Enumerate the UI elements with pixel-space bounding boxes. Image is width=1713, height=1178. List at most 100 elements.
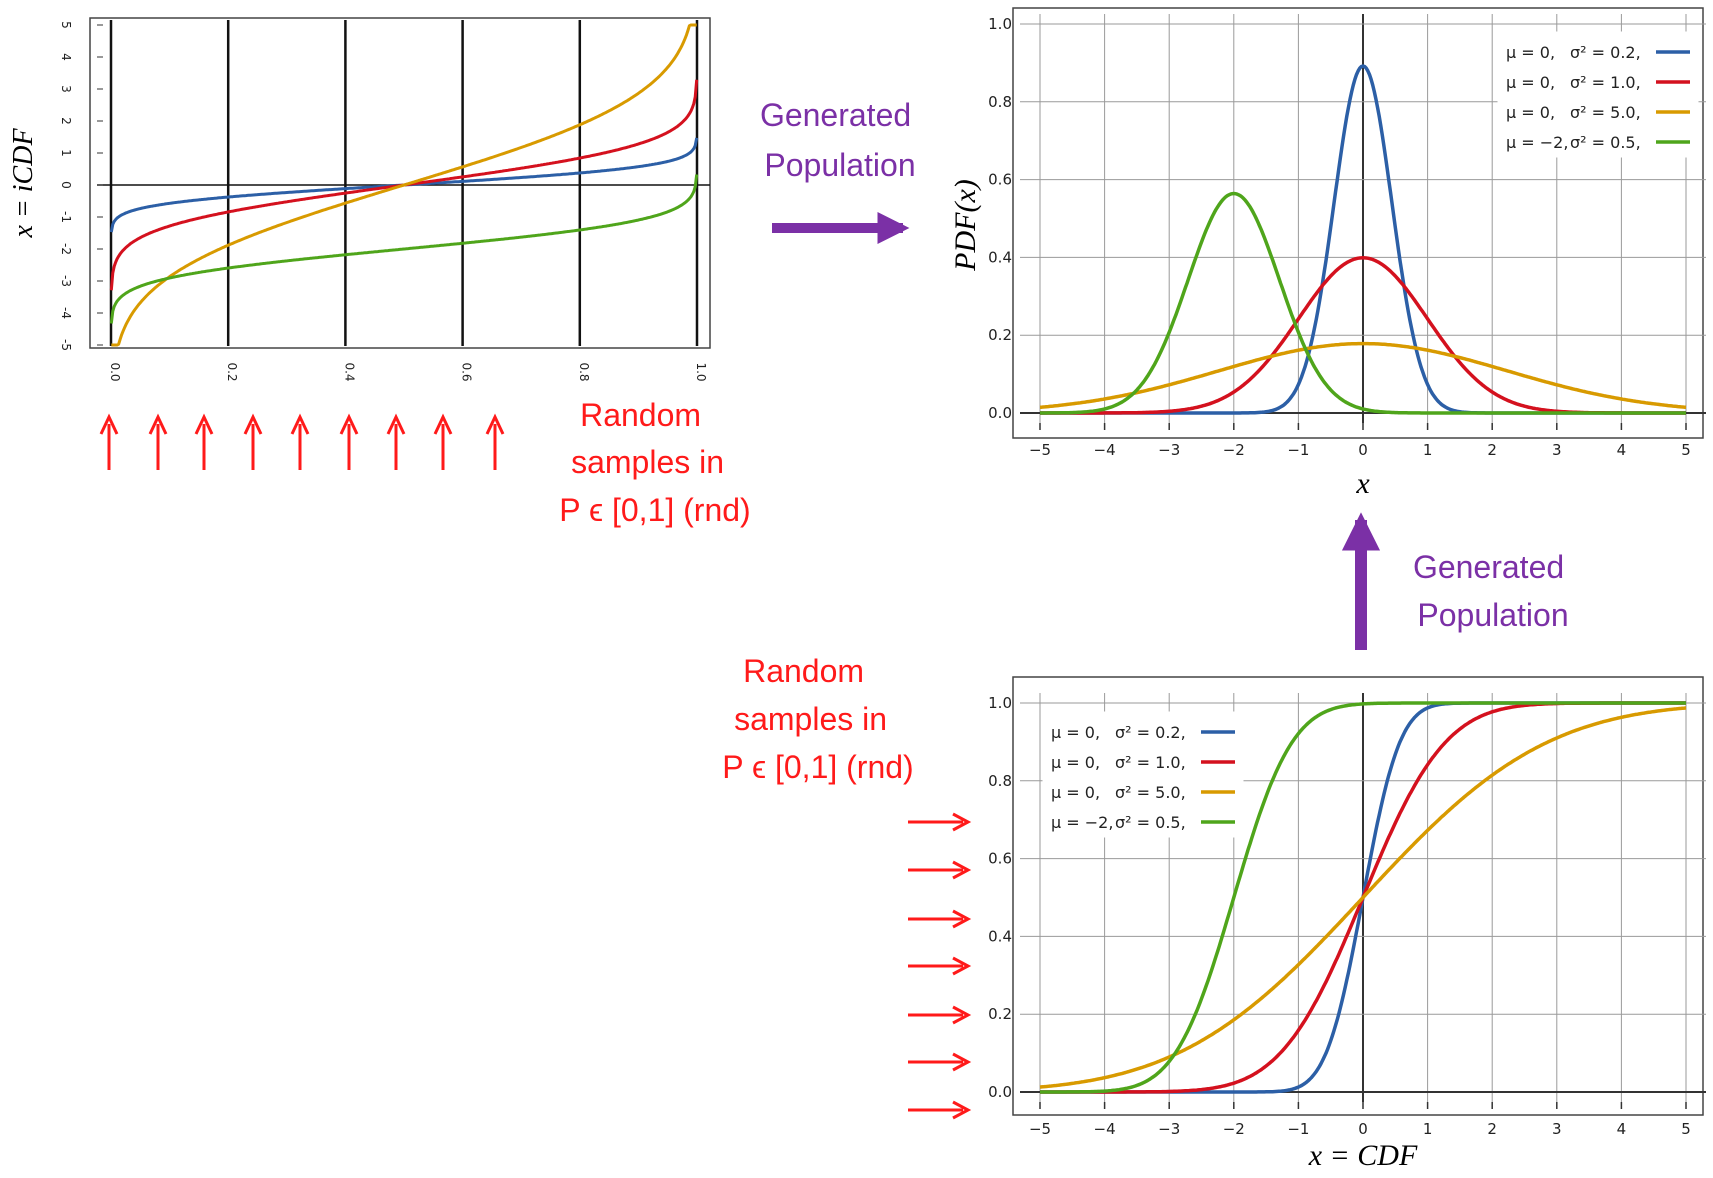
x-tick-label: −5 (1029, 1120, 1051, 1138)
legend-mu-label: μ = 0, (1506, 73, 1555, 92)
cdf-x-tick-labels: −5 −4 −3 −2 −1 0 1 2 3 4 5 (1029, 1120, 1691, 1138)
icdf-y-tick-labels: 5 4 3 2 1 0 -1 -2 -3 -4 -5 (59, 21, 73, 351)
icdf-y-tick-label: 3 (59, 85, 73, 93)
legend-sigma-label: σ² = 5.0, (1570, 103, 1641, 122)
pdf-x-tick-labels: −5 −4 −3 −2 −1 0 1 2 3 4 5 (1029, 441, 1691, 459)
x-tick-label: 0 (1358, 441, 1368, 459)
icdf-curve-orange (111, 23, 697, 347)
legend-mu-label: μ = −2, (1506, 133, 1568, 152)
y-tick-label: 0.4 (988, 927, 1012, 945)
x-tick-label: 1 (1423, 1120, 1433, 1138)
red-arrow-right-head (952, 812, 972, 832)
y-tick-label: 1.0 (988, 694, 1012, 712)
x-tick-label: 2 (1487, 441, 1497, 459)
cdf-panel: −5 −4 −3 −2 −1 0 1 2 3 4 5 0.0 0.2 0.4 0.6 0.8 1.0 x = … (988, 676, 1706, 1172)
pdf-panel: −5 −4 −3 −2 −1 0 1 2 3 4 5 0.0 0.2 0.4 0.6 0.8 1.0 PDF(… (949, 7, 1706, 500)
red-arrow-up-head (433, 413, 453, 435)
legend-sigma-label: σ² = 0.2, (1115, 723, 1186, 742)
red-arrow-up-head (243, 413, 263, 435)
icdf-x-tick-label: 0.0 (108, 362, 122, 381)
random-label: Random (580, 397, 701, 433)
x-tick-label: 4 (1617, 1120, 1627, 1138)
red-arrow-up-head (485, 413, 505, 435)
y-tick-label: 1.0 (988, 15, 1012, 33)
red-arrow-up-head (194, 413, 214, 435)
legend-mu-label: μ = −2, (1051, 813, 1113, 832)
samples-in-label: samples in (734, 701, 887, 737)
annotation-random-samples-bottom: Random samples in P ϵ [0,1] (rnd) (99, 397, 751, 528)
y-tick-label: 0.2 (988, 1005, 1012, 1023)
random-label: Random (743, 653, 864, 689)
curve-orange (1039, 341, 1687, 410)
x-tick-label: −4 (1094, 1120, 1116, 1138)
red-arrow-right-head (952, 1052, 972, 1072)
icdf-y-tick-label: -5 (59, 339, 73, 351)
y-tick-label: 0.2 (988, 326, 1012, 344)
red-arrow-up-head (290, 413, 310, 435)
x-tick-label: 0 (1358, 1120, 1368, 1138)
x-tick-label: 4 (1617, 441, 1627, 459)
icdf-curve-green (109, 174, 699, 324)
x-tick-label: 5 (1681, 441, 1691, 459)
icdf-y-tick-label: -1 (59, 211, 73, 223)
x-tick-label: −3 (1158, 1120, 1180, 1138)
generated-label: Generated (760, 97, 911, 133)
legend-sigma-label: σ² = 0.5, (1570, 133, 1641, 152)
icdf-y-tick-label: -3 (59, 275, 73, 287)
icdf-x-tick-label: 1.0 (694, 362, 708, 381)
legend-mu-label: μ = 0, (1051, 753, 1100, 772)
icdf-y-tick-label: 1 (59, 149, 73, 157)
icdf-x-tick-label: 0.6 (460, 362, 474, 381)
red-arrow-right-head (952, 860, 972, 880)
x-tick-label: −2 (1223, 441, 1245, 459)
legend-mu-label: μ = 0, (1506, 103, 1555, 122)
red-arrow-up-head (148, 413, 168, 435)
legend-sigma-label: σ² = 0.5, (1115, 813, 1186, 832)
x-tick-label: −1 (1287, 1120, 1309, 1138)
svg-text:Generated Population: Generated Population (760, 97, 920, 183)
annotation-generated-population-right: Generated Population (1341, 512, 1573, 650)
svg-text:Random samples in: Random samples in P ϵ [0,1] (rnd) (722, 653, 913, 785)
x-tick-label: 1 (1423, 441, 1433, 459)
icdf-x-tick-label: 0.8 (577, 362, 591, 381)
curve-orange (1039, 706, 1687, 1089)
icdf-curves (109, 23, 699, 347)
x-tick-label: 3 (1552, 441, 1562, 459)
population-label: Population (1417, 597, 1568, 633)
y-tick-label: 0.0 (988, 1083, 1012, 1101)
cdf-grid (1020, 693, 1706, 1109)
legend-mu-label: μ = 0, (1051, 783, 1100, 802)
legend-sigma-label: σ² = 5.0, (1115, 783, 1186, 802)
icdf-y-tick-label: 0 (59, 181, 73, 189)
red-arrow-up-head (339, 413, 359, 435)
samples-in-label: samples in (571, 444, 724, 480)
svg-text:Generated Population: Generated Population (1413, 549, 1573, 633)
red-arrow-right-head (952, 1005, 972, 1025)
y-tick-label: 0.0 (988, 404, 1012, 422)
pdf-legend: μ = 0, σ² = 0.2, μ = 0, σ² = 1.0, μ = 0, σ² =… (1497, 31, 1699, 158)
icdf-x-tick-label: 0.2 (225, 362, 239, 381)
cdf-legend: μ = 0, σ² = 0.2, μ = 0, σ² = 1.0, μ = 0, σ² =… (1042, 711, 1244, 838)
pdf-y-axis-label: PDF(x) (949, 179, 982, 272)
legend-sigma-label: σ² = 0.2, (1570, 43, 1641, 62)
annotation-generated-population-top: Generated Population (760, 97, 920, 245)
legend-sigma-label: σ² = 1.0, (1570, 73, 1641, 92)
red-arrow-right-head (952, 909, 972, 929)
random-sample-up-arrows (99, 413, 505, 470)
population-label: Population (764, 147, 915, 183)
legend-sigma-label: σ² = 1.0, (1115, 753, 1186, 772)
pdf-curves (1039, 64, 1687, 415)
probability-range-label: P ϵ [0,1] (rnd) (722, 749, 913, 785)
x-tick-label: 3 (1552, 1120, 1562, 1138)
red-arrow-up-head (386, 413, 406, 435)
icdf-y-tick-label: -2 (59, 243, 73, 255)
x-tick-label: −1 (1287, 441, 1309, 459)
curve-green (1039, 701, 1687, 1094)
icdf-x-tick-label: 0.4 (342, 362, 356, 381)
y-tick-label: 0.6 (988, 850, 1012, 868)
cdf-y-tick-labels: 0.0 0.2 0.4 0.6 0.8 1.0 (988, 694, 1012, 1101)
icdf-y-axis-label: x = iCDF (8, 128, 39, 239)
x-tick-label: 2 (1487, 1120, 1497, 1138)
icdf-plot-frame (89, 17, 711, 349)
